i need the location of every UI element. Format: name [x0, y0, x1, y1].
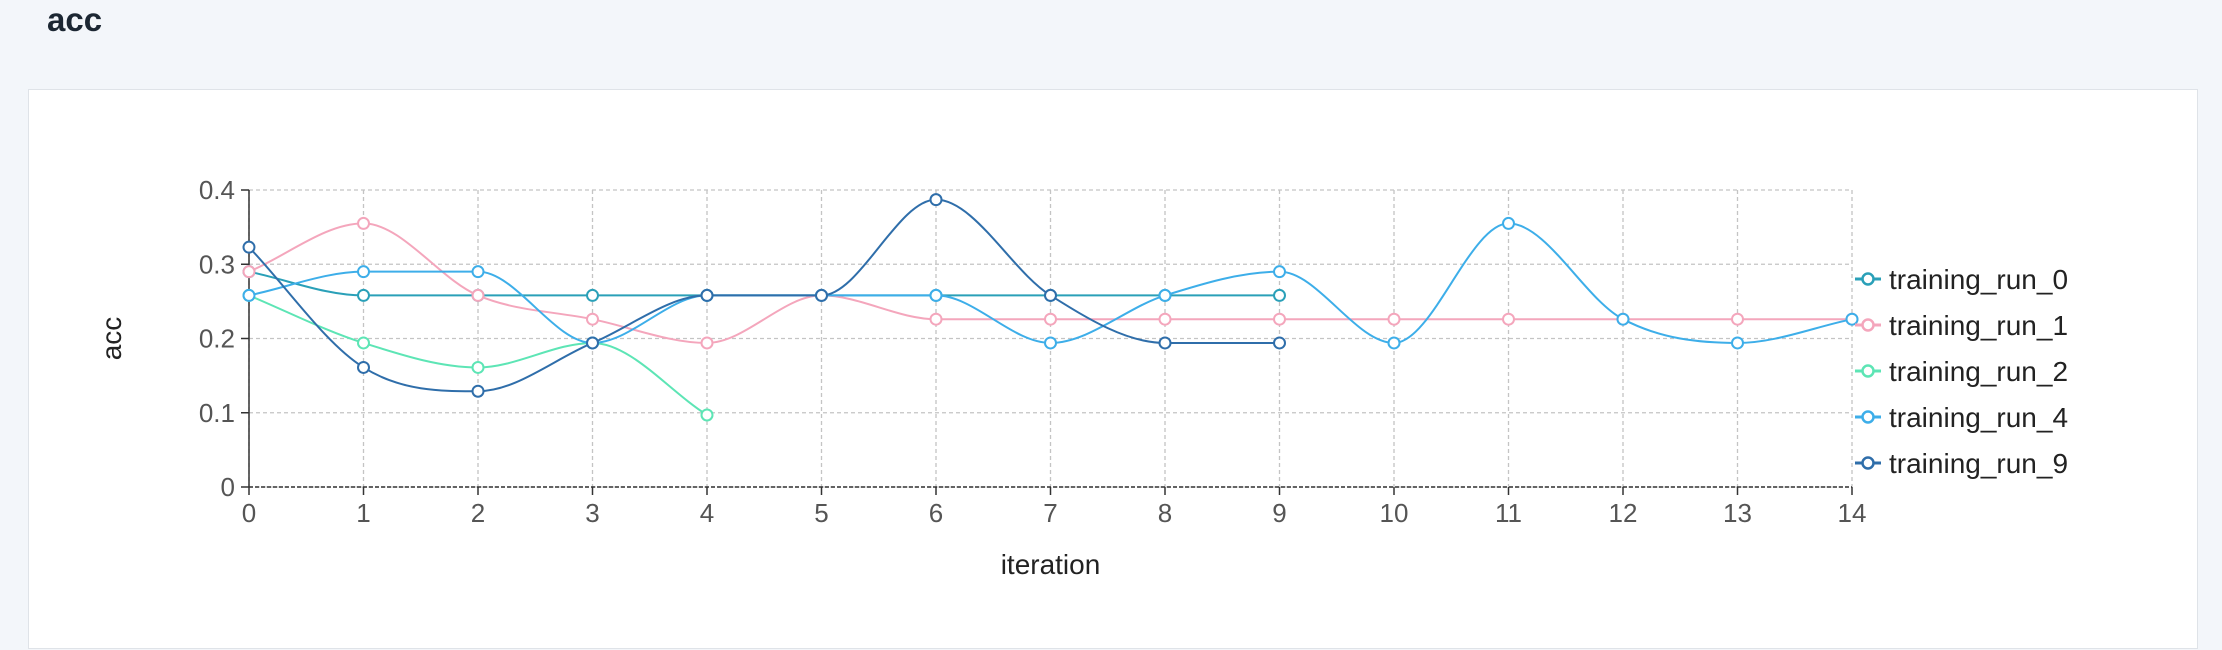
y-tick-label: 0.3: [199, 249, 235, 279]
legend-label: training_run_9: [1889, 448, 2068, 479]
data-point: [357, 288, 370, 302]
data-point: [1158, 288, 1172, 302]
data-point: [357, 265, 370, 279]
data-point: [1387, 336, 1401, 350]
data-point: [929, 288, 943, 302]
data-point: [700, 336, 714, 350]
data-point: [1273, 336, 1286, 350]
x-axis-title: iteration: [1001, 549, 1101, 580]
data-point: [929, 312, 943, 326]
legend-item-training_run_0[interactable]: training_run_0: [1855, 264, 2068, 295]
data-point: [357, 360, 370, 374]
x-tick-label: 4: [700, 498, 714, 528]
data-point: [471, 265, 485, 279]
legend-swatch-marker: [1861, 456, 1875, 470]
data-point: [471, 360, 485, 374]
series-training_run_9: [242, 193, 1286, 398]
legend-item-training_run_9[interactable]: training_run_9: [1855, 448, 2068, 479]
y-axis-title: acc: [96, 317, 127, 361]
x-tick-label: 7: [1043, 498, 1057, 528]
data-point: [357, 336, 370, 350]
chart-panel: 0 1 2 3 4 5 6 7 8 9 10 11 12 13 14 0 0.1 0.2 0.3 0.4 traini…: [28, 89, 2198, 649]
y-tick-label: 0.1: [199, 398, 235, 428]
data-point: [586, 336, 599, 350]
legend-item-training_run_4[interactable]: training_run_4: [1855, 402, 2068, 433]
x-tick-label: 9: [1272, 498, 1286, 528]
data-point: [929, 193, 943, 207]
data-point: [242, 288, 256, 302]
data-point: [1273, 312, 1286, 326]
page-title: acc: [47, 1, 103, 38]
x-tick-label: 6: [929, 498, 943, 528]
data-point: [1616, 312, 1630, 326]
x-tick-label: 12: [1609, 498, 1638, 528]
data-point: [471, 288, 485, 302]
data-point: [1387, 312, 1401, 326]
legend-swatch-marker: [1861, 318, 1875, 332]
x-tick-label: 1: [356, 498, 370, 528]
x-tick-label: 3: [585, 498, 599, 528]
data-point: [1273, 265, 1286, 279]
data-point: [242, 265, 256, 279]
data-point: [1044, 336, 1057, 350]
y-tick-label: 0: [221, 472, 235, 502]
x-tick-label: 8: [1158, 498, 1172, 528]
data-point: [357, 216, 370, 230]
series-layer: [242, 193, 1859, 422]
x-tick-label: 11: [1495, 498, 1522, 528]
data-point: [242, 240, 256, 254]
x-tick-label: 5: [814, 498, 828, 528]
x-tick-label: 0: [242, 498, 256, 528]
x-tick-label: 2: [471, 498, 485, 528]
data-point: [1502, 216, 1515, 230]
x-tick-label: 10: [1380, 498, 1409, 528]
legend-item-training_run_2[interactable]: training_run_2: [1855, 356, 2068, 387]
series-line-training_run_9: [248, 198, 1280, 393]
data-point: [700, 288, 714, 302]
legend-label: training_run_2: [1889, 356, 2068, 387]
data-point: [1731, 336, 1744, 350]
data-point: [1158, 312, 1172, 326]
legend-swatch-marker: [1861, 364, 1875, 378]
series-line-training_run_4: [248, 222, 1853, 344]
data-point: [1044, 288, 1057, 302]
y-tick-label: 0.4: [199, 175, 235, 205]
legend-label: training_run_0: [1889, 264, 2068, 295]
legend-item-training_run_1[interactable]: training_run_1: [1855, 310, 2068, 341]
legend[interactable]: training_run_0 training_run_1 training_run…: [1855, 264, 2068, 479]
x-tick-label: 13: [1723, 498, 1752, 528]
data-point: [1845, 312, 1859, 326]
y-tick-label: 0.2: [199, 324, 235, 354]
series-line-training_run_0: [248, 270, 1280, 297]
data-point: [1502, 312, 1515, 326]
series-line-training_run_1: [248, 222, 1852, 344]
data-point: [1273, 288, 1286, 302]
data-point: [586, 288, 599, 302]
data-point: [586, 312, 599, 326]
legend-swatch-marker: [1861, 272, 1875, 286]
data-point: [700, 408, 714, 422]
data-point: [1731, 312, 1744, 326]
data-point: [1158, 336, 1172, 350]
x-tick-label: 14: [1838, 498, 1867, 528]
data-point: [815, 288, 828, 302]
legend-label: training_run_1: [1889, 310, 2068, 341]
data-point: [1044, 312, 1057, 326]
data-point: [471, 384, 485, 398]
legend-swatch-marker: [1861, 410, 1875, 424]
legend-label: training_run_4: [1889, 402, 2068, 433]
